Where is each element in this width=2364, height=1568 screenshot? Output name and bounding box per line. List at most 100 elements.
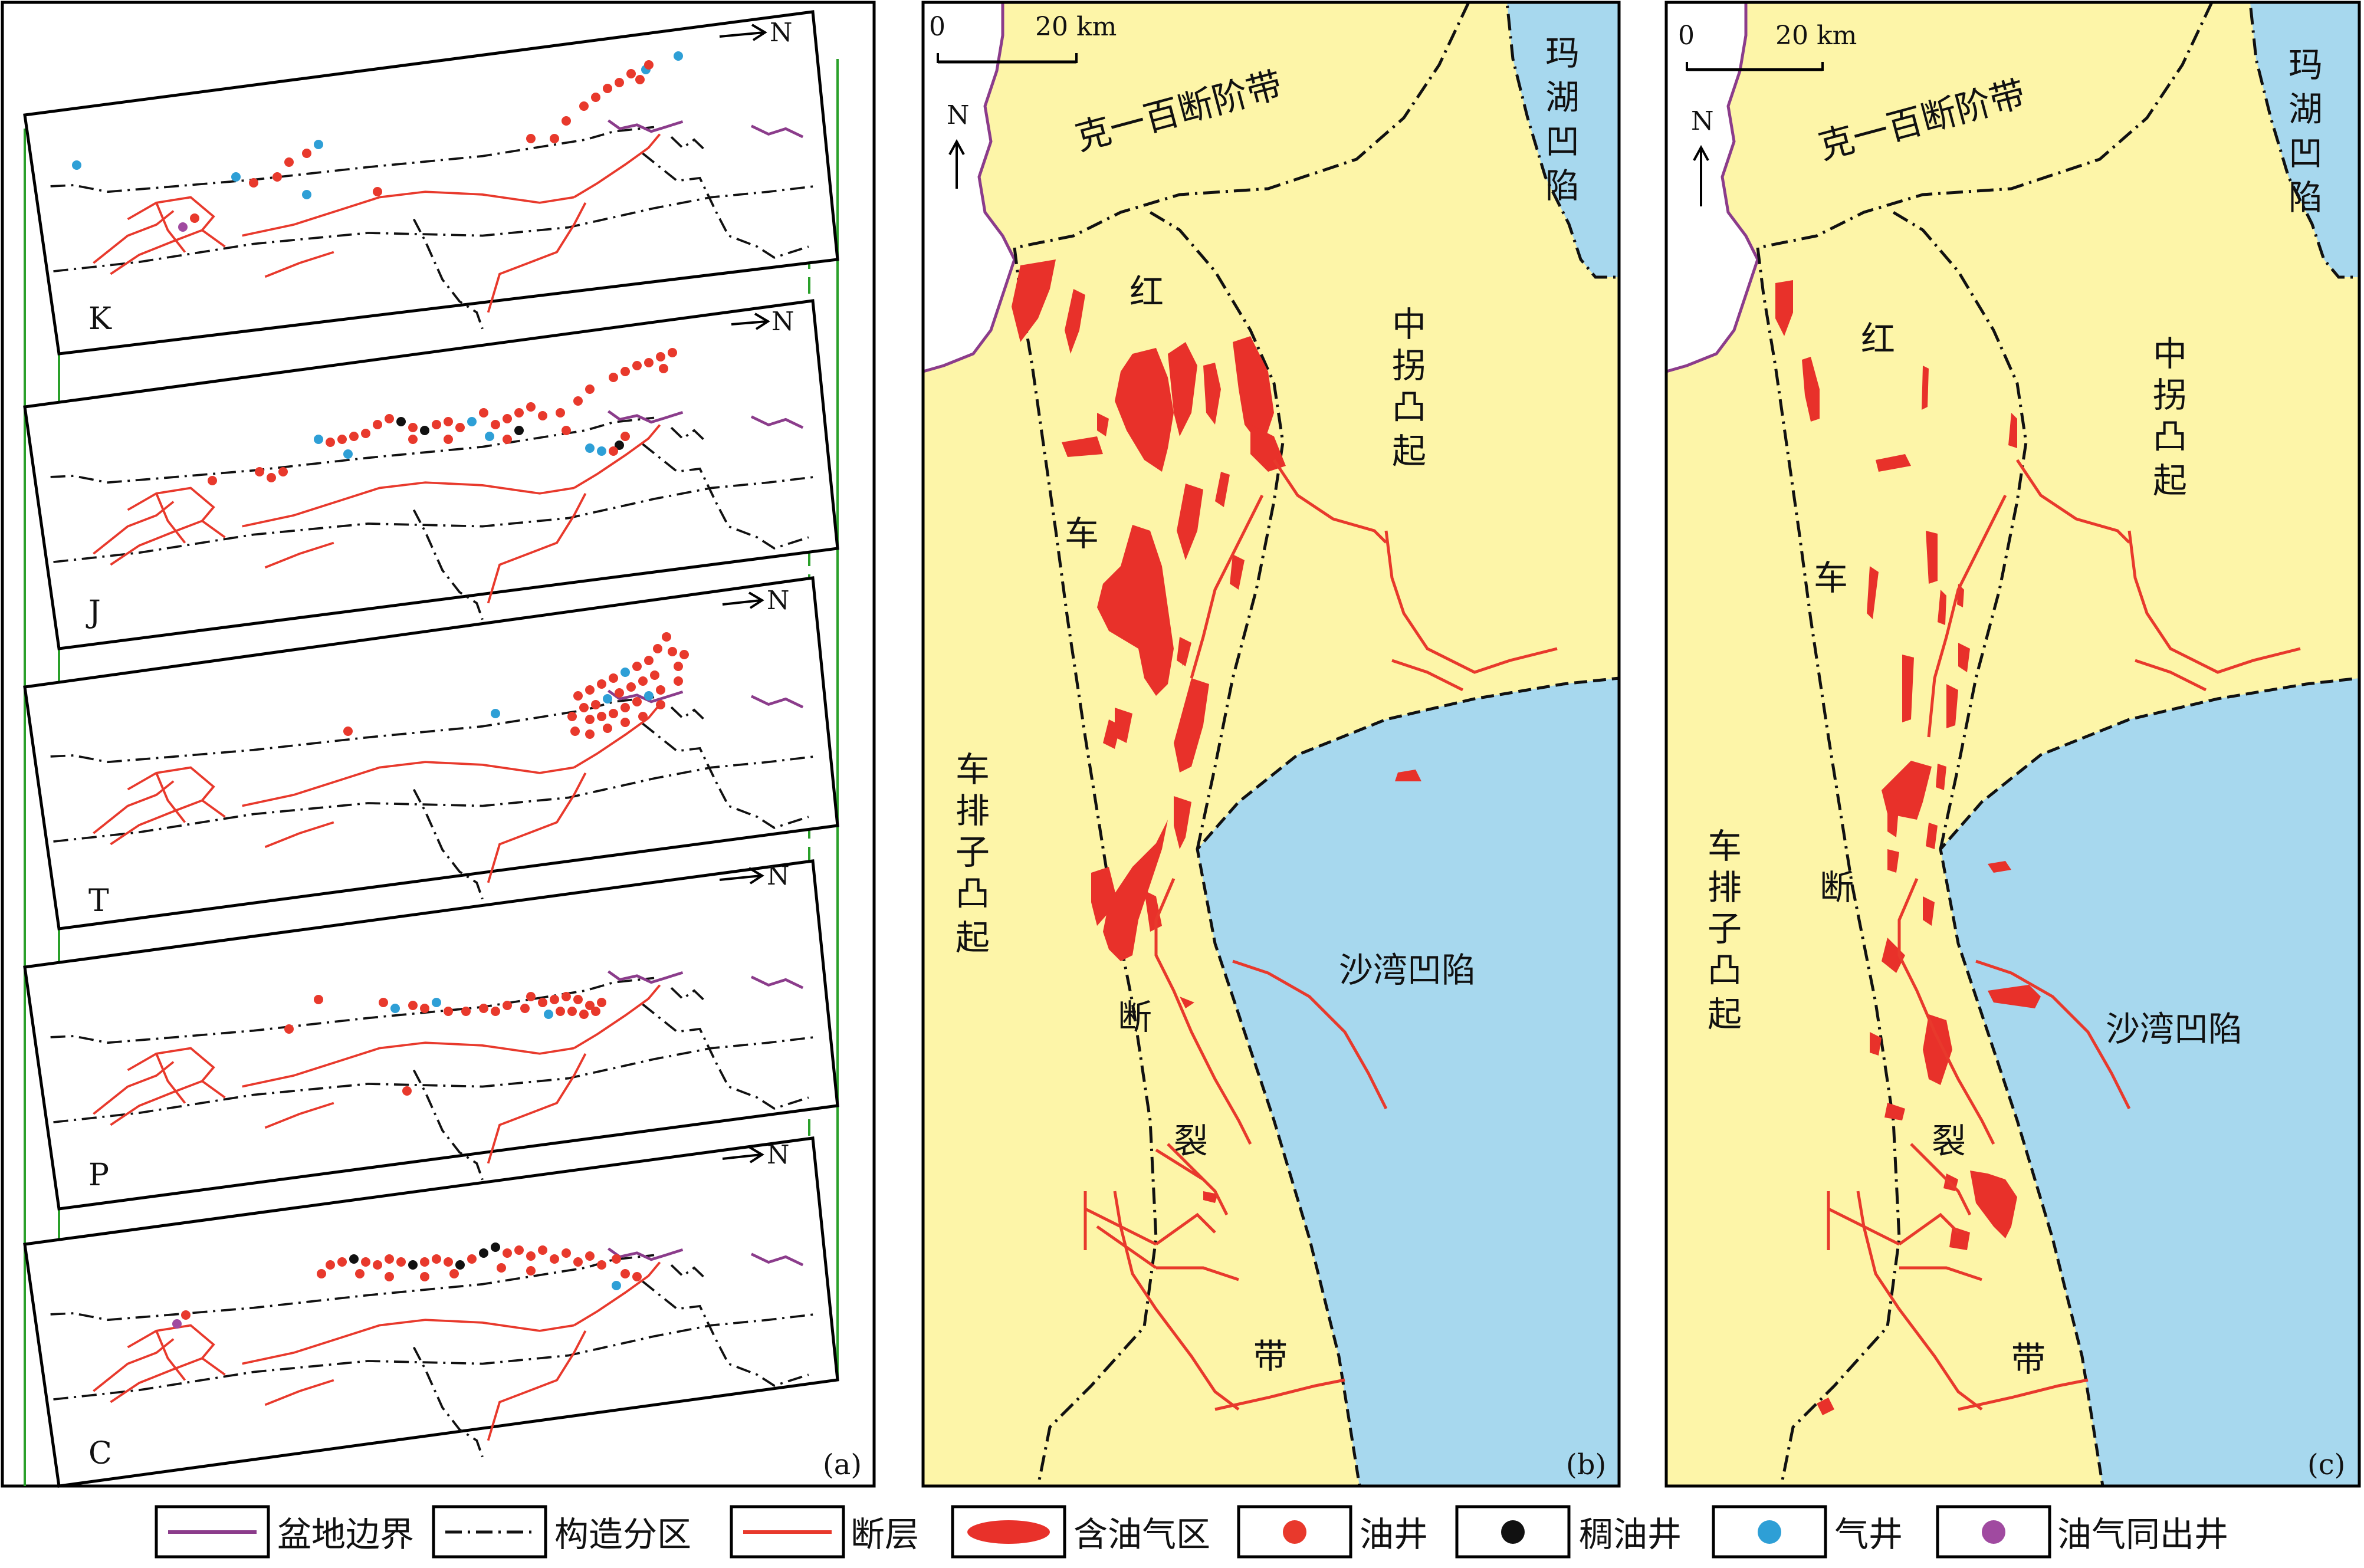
svg-text:油井: 油井 [1360, 1514, 1428, 1554]
svg-text:凸: 凸 [1392, 387, 1426, 427]
svg-text:凸: 凸 [2153, 416, 2187, 456]
slab-c: C N [23, 1136, 839, 1488]
svg-text:凹: 凹 [1545, 121, 1580, 162]
svg-text:稠油井: 稠油井 [1579, 1514, 1682, 1554]
panel-b-north-arrow: N [947, 100, 970, 189]
panel-c-outside-basin [1666, 2, 1758, 372]
svg-text:湖: 湖 [1545, 77, 1580, 117]
north-arrow-c: N [722, 1140, 790, 1170]
slab-j-wells [208, 348, 677, 485]
slab-t-wells [343, 632, 689, 739]
svg-text:红: 红 [1130, 272, 1164, 312]
svg-text:玛: 玛 [1545, 33, 1580, 73]
legend-item-oil-gas-area: 含油气区 [951, 1505, 1210, 1559]
layer-label-p: P [88, 1158, 109, 1193]
layer-label-c: C [88, 1436, 112, 1471]
region-mahu-b: 玛 湖 凹 陷 [1545, 33, 1580, 206]
svg-text:陷: 陷 [1545, 166, 1580, 206]
panel-c-basin-boundary [1666, 2, 1759, 373]
svg-text:排: 排 [956, 791, 990, 831]
svg-text:N: N [771, 307, 794, 337]
svg-text:含油气区: 含油气区 [1073, 1514, 1210, 1554]
north-arrow-t: N [722, 586, 790, 616]
region-zhongguai-b: 中 拐 凸 起 [1392, 304, 1426, 471]
svg-text:N: N [1691, 106, 1714, 136]
panel-b-basin-boundary [922, 2, 1016, 373]
svg-text:20 km: 20 km [1775, 21, 1857, 51]
panel-c-oil-areas [1775, 280, 2041, 1415]
panel-b-shawan-depression [1196, 676, 1621, 1488]
panel-c-shawan-depression [1939, 676, 2361, 1488]
slab-p-wells [284, 992, 606, 1096]
svg-text:断: 断 [1820, 867, 1854, 908]
svg-text:构造分区: 构造分区 [554, 1514, 691, 1554]
svg-text:起: 起 [1392, 431, 1426, 471]
svg-text:裂: 裂 [1932, 1121, 1966, 1161]
panel-b-oil-areas [1012, 259, 1421, 1203]
panel-b-tag: (b) [1566, 1448, 1606, 1481]
svg-text:湖: 湖 [2289, 89, 2323, 129]
svg-text:油气同出井: 油气同出井 [2057, 1514, 2228, 1554]
layer-label-j: J [86, 594, 101, 630]
svg-text:起: 起 [1708, 994, 1742, 1034]
legend-item-fault: 断层 [730, 1505, 919, 1559]
scale-zero: 0 [929, 12, 945, 42]
legend-item-heavy-oil-well: 稠油井 [1455, 1505, 1682, 1559]
svg-text:拐: 拐 [2153, 375, 2187, 415]
region-mahu-c: 玛 湖 凹 陷 [2289, 45, 2323, 218]
svg-text:N: N [947, 100, 970, 130]
panel-b: 0 20 km N 克一百断阶带 玛 湖 凹 陷 中 拐 凸 起 车 排 子 凸… [921, 1, 1621, 1488]
legend-item-gas-well: 气井 [1712, 1505, 1903, 1559]
panel-b-partition-lines [1013, 1, 1470, 1487]
svg-text:排: 排 [1708, 867, 1742, 908]
svg-text:车: 车 [1065, 514, 1099, 554]
panel-b-scale-bar: 0 20 km [929, 12, 1117, 64]
svg-text:带: 带 [2011, 1339, 2045, 1379]
svg-text:拐: 拐 [1392, 346, 1426, 386]
region-hongche-b: 红 车 断 裂 带 [1065, 272, 1288, 1376]
layer-label-k: K [88, 301, 112, 337]
panel-c-frame [1664, 1, 2361, 1488]
svg-text:车: 车 [1708, 826, 1742, 866]
panel-c-partition-lines [1756, 1, 2214, 1487]
svg-text:N: N [770, 18, 793, 48]
svg-text:起: 起 [2153, 461, 2187, 501]
north-arrow-k: N [719, 18, 793, 48]
svg-text:N: N [767, 1140, 790, 1170]
svg-text:盆地边界: 盆地边界 [277, 1514, 414, 1554]
legend-item-oil-well: 油井 [1237, 1505, 1428, 1559]
svg-text:裂: 裂 [1174, 1121, 1208, 1161]
svg-text:凸: 凸 [1708, 950, 1742, 990]
svg-text:凸: 凸 [956, 873, 990, 913]
legend-item-oil-gas-well: 油气同出井 [1936, 1505, 2228, 1559]
svg-text:中: 中 [2153, 334, 2187, 374]
panel-c-faults [1827, 459, 2301, 1411]
svg-text:带: 带 [1253, 1336, 1288, 1376]
panel-b-faults [1084, 459, 1558, 1411]
layer-label-t: T [88, 883, 109, 919]
scale-distance: 20 km [1035, 12, 1117, 42]
slab-t: T N [23, 576, 839, 931]
region-chepaizi-b: 车 排 子 凸 起 [956, 750, 990, 958]
panel-a: K N [1, 1, 876, 1488]
svg-text:凹: 凹 [2289, 133, 2323, 173]
svg-text:0: 0 [1678, 21, 1695, 51]
svg-text:车: 车 [956, 750, 990, 790]
svg-text:N: N [767, 586, 790, 616]
region-hongche-c: 红 车 断 裂 带 [1814, 319, 2045, 1379]
panel-c-scale-bar: 0 20 km [1678, 21, 1857, 71]
region-shawan-b: 沙湾凹陷 [1339, 950, 1476, 990]
panel-c-tag: (c) [2307, 1448, 2345, 1481]
svg-text:子: 子 [1708, 909, 1742, 949]
svg-text:红: 红 [1861, 319, 1895, 359]
svg-text:N: N [767, 861, 790, 891]
legend-item-tectonic-partition: 构造分区 [432, 1505, 691, 1559]
legend-item-basin-boundary: 盆地边界 [155, 1505, 414, 1559]
slab-k: K N [23, 10, 839, 356]
region-shawan-c: 沙湾凹陷 [2106, 1009, 2242, 1049]
svg-text:玛: 玛 [2289, 45, 2323, 85]
panel-c: 0 20 km N 克一百断阶带 玛 湖 凹 陷 中 拐 凸 起 车 排 子 凸… [1664, 1, 2361, 1488]
slab-j: J N [23, 299, 839, 650]
region-zhongguai-c: 中 拐 凸 起 [2153, 334, 2187, 501]
